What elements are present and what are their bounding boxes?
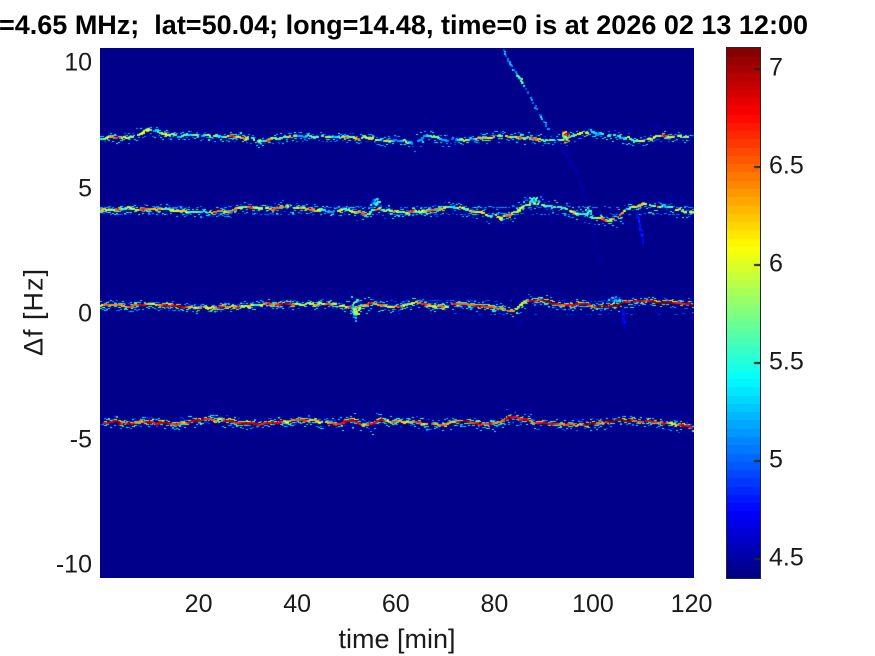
colorbar-tick-label: 7 — [769, 53, 783, 82]
x-tick-label: 20 — [184, 590, 213, 618]
y-tick-label: 0 — [78, 299, 92, 328]
colorbar-tick-label: 5.5 — [769, 347, 804, 376]
y-tick-label: -5 — [69, 425, 92, 454]
colorbar-tick-label: 6 — [769, 249, 783, 278]
spectrogram-image — [100, 48, 694, 578]
y-tick-label: 5 — [78, 174, 92, 203]
colorbar — [726, 47, 761, 579]
x-tick-label: 120 — [670, 590, 713, 618]
x-axis-label: time [min] — [338, 624, 456, 654]
colorbar-tick-label: 6.5 — [769, 151, 804, 180]
colorbar-tick-label: 4.5 — [769, 543, 804, 572]
x-tick-label: 100 — [572, 590, 614, 618]
x-tick-label: 80 — [480, 590, 509, 618]
y-tick-label: -10 — [55, 550, 92, 579]
y-tick-label: 10 — [64, 48, 92, 77]
colorbar-tick-label: 5 — [769, 445, 783, 474]
x-tick-label: 40 — [283, 590, 312, 618]
x-tick-label: 60 — [381, 590, 410, 618]
chart-title: =4.65 MHz; lat=50.04; long=14.48, time=0… — [0, 10, 808, 40]
